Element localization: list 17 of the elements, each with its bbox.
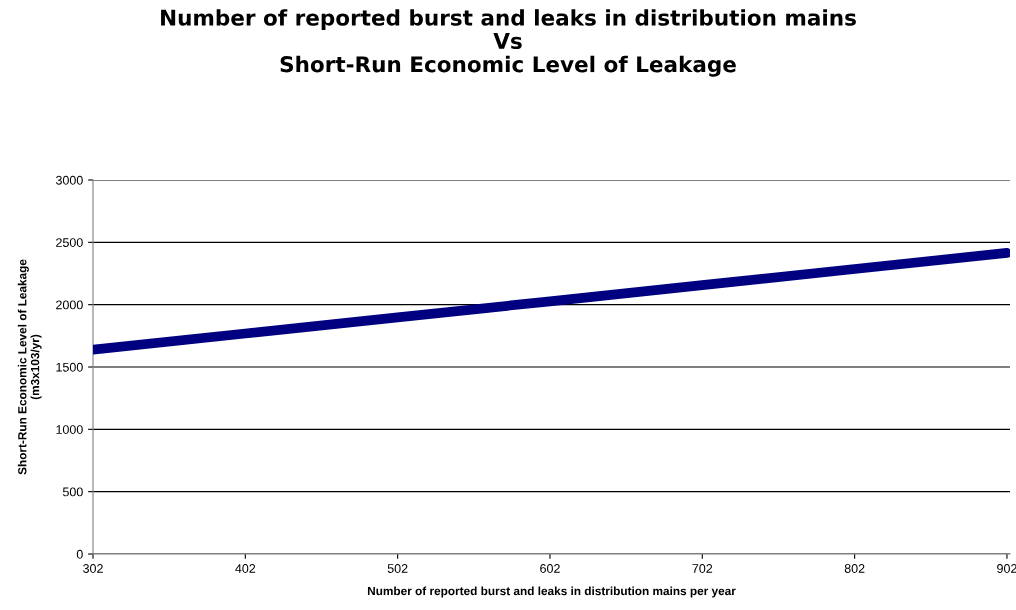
y-tick-label: 1500 [56, 362, 83, 372]
y-tick-label: 500 [62, 487, 83, 497]
x-tick-label: 702 [692, 564, 713, 573]
x-tick-label: 402 [235, 564, 256, 573]
y-tick-label: 0 [76, 549, 83, 559]
chart-title: Number of reported burst and leaks in distribution mains Vs Short-Run Economic Level of Leakage [161, 9, 856, 77]
x-tick-label: 802 [844, 564, 865, 573]
y-tick-label: 2500 [56, 238, 83, 247]
y-tick-label: 2000 [56, 300, 83, 310]
x-tick-label: 602 [540, 564, 560, 573]
x-tick-label: 502 [387, 564, 408, 573]
y-tick-label: 3000 [55, 175, 83, 185]
x-tick-label: 902 [997, 564, 1016, 573]
x-axis-title: Number of reported burst and leaks in distribution mains per year [367, 586, 736, 598]
y-axis-title: Short-Run Economic Level of Leakage (m3x103/yr) [17, 259, 42, 475]
y-tick-label: 1000 [56, 425, 83, 434]
x-tick-label: 302 [83, 564, 103, 573]
